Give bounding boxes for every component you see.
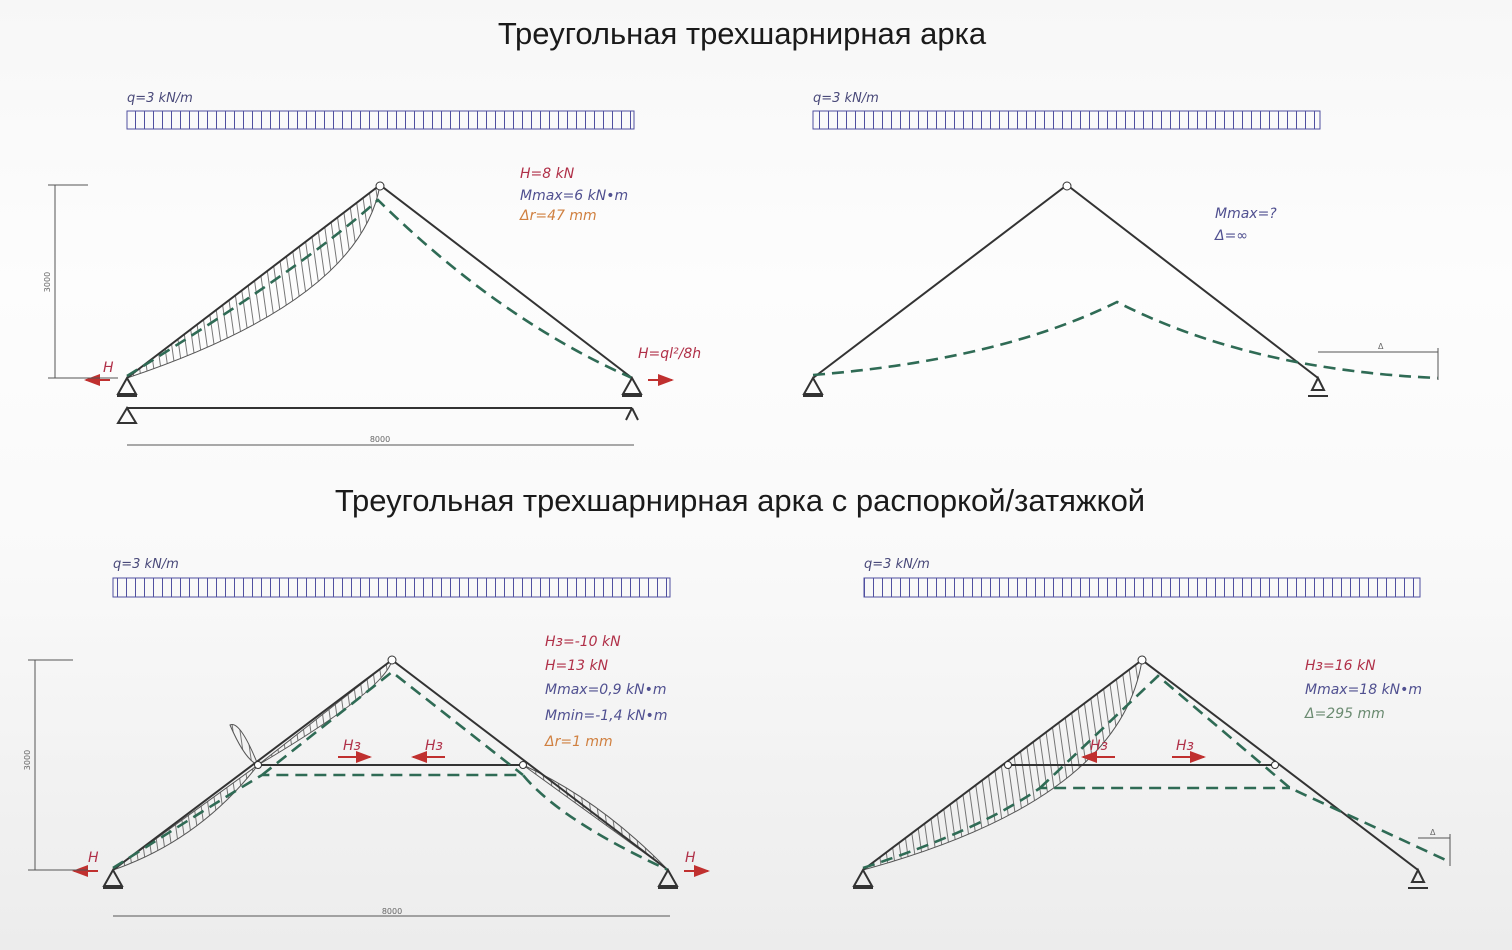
force-label: H=ql²/8h xyxy=(638,346,701,362)
annotation: Mmax=6 kN•m xyxy=(520,188,628,204)
annotation: Mmax=0,9 kN•m xyxy=(545,682,667,698)
annotation: Δr=47 mm xyxy=(519,208,597,224)
panel-arch-roller: q=3 kN/m Δ Mmax=? Δ=∞ xyxy=(802,91,1439,397)
height-dimension xyxy=(28,659,88,871)
strut-hinge xyxy=(1271,761,1279,769)
force-label: H xyxy=(685,850,696,866)
distributed-load xyxy=(863,577,1421,598)
annotation: Mmax=18 kN•m xyxy=(1305,682,1422,698)
tie-supports xyxy=(116,406,639,424)
panel-arch: q=3 kN/m H H=ql²/8h 8000 3000 H=8 kN Mma… xyxy=(43,91,701,446)
panel-arch-strut-roller: q=3 kN/m Hз Hз Δ Hз=16 kN Mmax=18 kN•m Δ… xyxy=(852,557,1451,889)
delta-dimension xyxy=(1318,348,1439,380)
force-label: Hз xyxy=(425,738,443,754)
distributed-load xyxy=(126,110,635,130)
annotation: Mmin=-1,4 kN•m xyxy=(545,708,667,724)
delta-label: Δ xyxy=(1378,342,1384,351)
force-label: Hз xyxy=(1090,738,1108,754)
span-label: 8000 xyxy=(370,435,390,444)
span-label: 8000 xyxy=(382,907,402,916)
roller-support xyxy=(1308,375,1328,397)
supports xyxy=(852,867,1428,889)
apex-hinge xyxy=(375,181,385,191)
force-label: H xyxy=(103,360,114,376)
left-support xyxy=(802,375,824,397)
deflected-shape xyxy=(112,670,669,872)
panel-arch-strut: q=3 kN/m Hз Hз H H 8000 3000 Hз=-10 kN H… xyxy=(23,557,710,917)
title-bottom: Треугольная трехшарнирная арка с распорк… xyxy=(335,483,1145,518)
annotation: H=13 kN xyxy=(545,658,609,674)
deflected-shape xyxy=(862,674,1451,870)
deflected-shape xyxy=(126,198,633,380)
height-dimension xyxy=(48,184,118,379)
annotation: Mmax=? xyxy=(1215,206,1277,222)
force-label: Hз xyxy=(1176,738,1194,754)
apex-hinge xyxy=(1062,181,1072,191)
height-label: 3000 xyxy=(43,272,52,292)
force-label: H xyxy=(88,850,99,866)
load-label: q=3 kN/m xyxy=(113,557,179,572)
supports xyxy=(102,867,679,889)
annotation: H=8 kN xyxy=(520,166,575,182)
strut-hinge xyxy=(1004,761,1012,769)
left-support xyxy=(116,375,138,397)
distributed-load xyxy=(112,577,671,598)
load-label: q=3 kN/m xyxy=(813,91,879,106)
apex-hinge xyxy=(1137,655,1147,665)
right-support xyxy=(621,375,643,397)
height-label: 3000 xyxy=(23,750,32,770)
annotation: Hз=16 kN xyxy=(1305,658,1376,674)
strut-hinge xyxy=(519,761,527,769)
deflected-shape xyxy=(812,300,1439,380)
distributed-load xyxy=(812,110,1321,130)
title-top: Треугольная трехшарнирная арка xyxy=(498,16,987,51)
delta-dimension xyxy=(1418,834,1451,866)
annotation: Δ=∞ xyxy=(1214,228,1248,244)
delta-label: Δ xyxy=(1430,828,1436,837)
force-label: Hз xyxy=(343,738,361,754)
strut-hinge xyxy=(254,761,262,769)
load-label: q=3 kN/m xyxy=(127,91,193,106)
annotation: Δ=295 mm xyxy=(1304,706,1385,722)
annotation: Δr=1 mm xyxy=(544,734,613,750)
annotation: Hз=-10 kN xyxy=(545,634,621,650)
apex-hinge xyxy=(387,655,397,665)
load-label: q=3 kN/m xyxy=(864,557,930,572)
